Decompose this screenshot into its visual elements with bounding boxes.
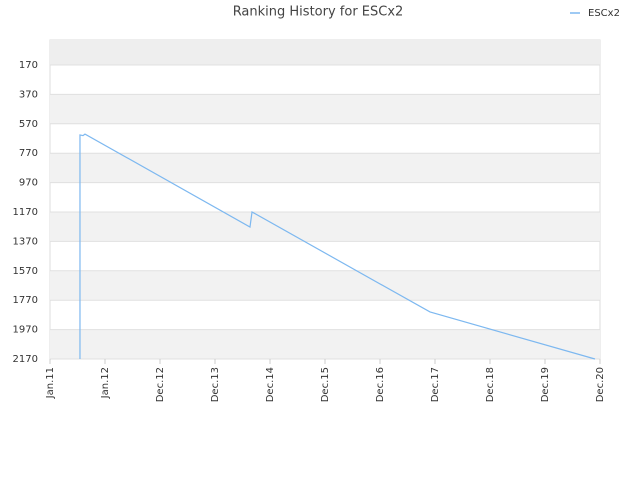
band — [50, 40, 600, 65]
plot-background — [49, 39, 601, 360]
x-tick-label: Dec.20 — [595, 367, 606, 402]
band — [50, 211, 600, 242]
chart-title: Ranking History for ESCx2 — [233, 5, 404, 20]
y-tick-label: 570 — [19, 119, 38, 130]
y-tick-label: 770 — [19, 148, 38, 159]
x-tick-label: Dec.12 — [155, 367, 166, 402]
y-tick-label: 1170 — [13, 207, 38, 218]
x-tick-label: Dec.13 — [210, 367, 221, 402]
x-tick-label: Dec.15 — [320, 367, 331, 402]
y-tick-label: 2170 — [13, 354, 38, 365]
band — [50, 94, 600, 124]
y-tick-label: 1370 — [13, 236, 38, 247]
y-tick-label: 970 — [19, 178, 38, 189]
y-tick-label: 370 — [19, 89, 38, 100]
x-tick-label: Dec.16 — [375, 367, 386, 402]
line — [79, 133, 596, 360]
x-tick-label: Jan.11 — [45, 367, 56, 399]
x-tick-label: Dec.18 — [485, 367, 496, 402]
legend-label: ESCx2 — [588, 8, 620, 19]
band — [50, 329, 600, 359]
y-tick-label: 1970 — [13, 325, 38, 336]
band — [50, 153, 600, 183]
y-tick-label: 170 — [19, 60, 38, 71]
x-tick-label: Dec.14 — [265, 367, 276, 402]
y-tick-label: 1570 — [13, 266, 38, 277]
x-tick-label: Dec.19 — [540, 367, 551, 402]
x-tick-label: Jan.12 — [100, 367, 111, 399]
x-tick-label: Dec.17 — [430, 367, 441, 402]
y-tick-label: 1770 — [13, 295, 38, 306]
band — [50, 270, 600, 301]
